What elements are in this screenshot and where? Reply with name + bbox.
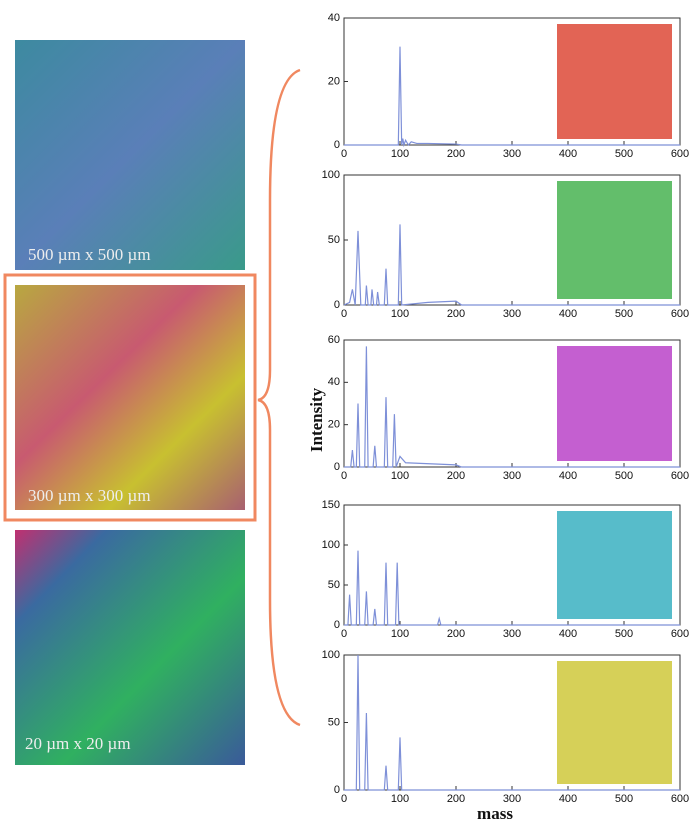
bracket xyxy=(258,70,300,725)
x-tick-label: 500 xyxy=(615,148,633,160)
image-caption: 20 µm x 20 µm xyxy=(25,734,131,753)
x-tick-label: 300 xyxy=(503,628,521,640)
y-tick-label: 20 xyxy=(328,419,340,431)
inset-image xyxy=(557,661,672,784)
x-tick-label: 600 xyxy=(671,628,689,640)
y-axis-label: Intensity xyxy=(307,387,326,452)
x-tick-label: 300 xyxy=(503,148,521,160)
x-tick-label: 0 xyxy=(341,628,347,640)
image-caption: 300 µm x 300 µm xyxy=(28,486,151,505)
page: {"images": [ {"caption": "500 µm x 500 µ… xyxy=(0,0,689,829)
x-tick-label: 500 xyxy=(615,308,633,320)
x-tick-label: 500 xyxy=(615,628,633,640)
figure: 500 µm x 500 µm 300 µm x 300 µm 20 µm x … xyxy=(0,0,689,824)
x-tick-label: 600 xyxy=(671,308,689,320)
x-tick-label: 300 xyxy=(503,793,521,805)
x-axis-label: mass xyxy=(477,804,513,823)
y-tick-label: 0 xyxy=(334,299,340,311)
x-tick-label: 0 xyxy=(341,148,347,160)
x-tick-label: 600 xyxy=(671,148,689,160)
x-tick-label: 300 xyxy=(503,308,521,320)
inset-image xyxy=(557,181,672,299)
y-tick-label: 100 xyxy=(322,169,340,181)
x-tick-label: 0 xyxy=(341,470,347,482)
y-tick-label: 0 xyxy=(334,619,340,631)
y-tick-label: 40 xyxy=(328,12,340,24)
x-tick-label: 400 xyxy=(559,793,577,805)
x-tick-label: 100 xyxy=(391,793,409,805)
x-tick-label: 200 xyxy=(447,628,465,640)
x-tick-label: 300 xyxy=(503,470,521,482)
inset-image xyxy=(557,24,672,139)
y-tick-label: 20 xyxy=(328,75,340,87)
y-tick-label: 50 xyxy=(328,234,340,246)
y-tick-label: 100 xyxy=(322,649,340,661)
y-tick-label: 50 xyxy=(328,716,340,728)
x-tick-label: 0 xyxy=(341,308,347,320)
x-tick-label: 100 xyxy=(391,148,409,160)
y-tick-label: 60 xyxy=(328,334,340,346)
y-tick-label: 0 xyxy=(334,139,340,151)
micrograph xyxy=(15,285,245,510)
inset-image xyxy=(557,511,672,619)
x-tick-label: 500 xyxy=(615,470,633,482)
y-tick-label: 150 xyxy=(322,499,340,511)
x-tick-label: 200 xyxy=(447,308,465,320)
x-tick-label: 400 xyxy=(559,148,577,160)
micrograph xyxy=(15,40,245,270)
y-tick-label: 50 xyxy=(328,579,340,591)
y-tick-label: 100 xyxy=(322,539,340,551)
x-tick-label: 600 xyxy=(671,470,689,482)
x-tick-label: 200 xyxy=(447,793,465,805)
x-tick-label: 100 xyxy=(391,470,409,482)
x-tick-label: 0 xyxy=(341,793,347,805)
x-tick-label: 100 xyxy=(391,628,409,640)
x-tick-label: 400 xyxy=(559,308,577,320)
x-tick-label: 200 xyxy=(447,470,465,482)
x-tick-label: 600 xyxy=(671,793,689,805)
inset-image xyxy=(557,346,672,461)
x-tick-label: 500 xyxy=(615,793,633,805)
image-caption: 500 µm x 500 µm xyxy=(28,245,151,264)
x-tick-label: 400 xyxy=(559,470,577,482)
y-tick-label: 0 xyxy=(334,461,340,473)
y-tick-label: 40 xyxy=(328,376,340,388)
x-tick-label: 100 xyxy=(391,308,409,320)
y-tick-label: 0 xyxy=(334,784,340,796)
x-tick-label: 200 xyxy=(447,148,465,160)
micrograph xyxy=(15,530,245,765)
x-tick-label: 400 xyxy=(559,628,577,640)
